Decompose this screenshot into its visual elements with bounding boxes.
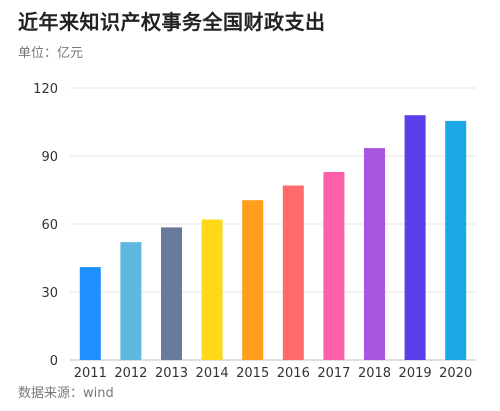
x-tick-label: 2014 (196, 366, 229, 381)
bar-2016 (282, 185, 304, 360)
y-tick-label: 120 (33, 82, 58, 97)
x-tick-label: 2020 (439, 366, 472, 381)
y-tick-label: 30 (41, 286, 58, 301)
bar-2017 (323, 171, 345, 360)
y-tick-label: 90 (41, 150, 58, 165)
x-axis: 2011 2012 2013 2014 2015 2016 2017 2018 2019 2020 (74, 366, 472, 381)
x-tick-label: 2012 (114, 366, 147, 381)
x-tick-label: 2018 (358, 366, 391, 381)
bar-2019 (404, 115, 426, 360)
chart-subtitle: 单位：亿元 (18, 46, 84, 61)
x-tick-label: 2019 (399, 366, 432, 381)
bar-2020 (445, 120, 467, 361)
x-tick-label: 2016 (277, 366, 310, 381)
x-tick-label: 2011 (74, 366, 107, 381)
bar-2015 (242, 200, 264, 360)
y-tick-label: 60 (41, 218, 58, 233)
x-tick-label: 2015 (236, 366, 269, 381)
bar-2013 (161, 227, 182, 360)
x-tick-label: 2013 (155, 366, 188, 381)
y-tick-label: 0 (50, 354, 58, 369)
bar-2014 (201, 219, 223, 360)
x-tick-label: 2017 (317, 366, 350, 381)
bars (79, 115, 467, 361)
chart-title: 近年来知识产权事务全国财政支出 (18, 10, 326, 34)
bar-2011 (79, 267, 101, 360)
y-axis: 0 30 60 90 120 (33, 82, 58, 369)
bar-2012 (120, 242, 142, 360)
data-source: 数据来源：wind (18, 386, 114, 401)
bar-2018 (364, 148, 385, 360)
